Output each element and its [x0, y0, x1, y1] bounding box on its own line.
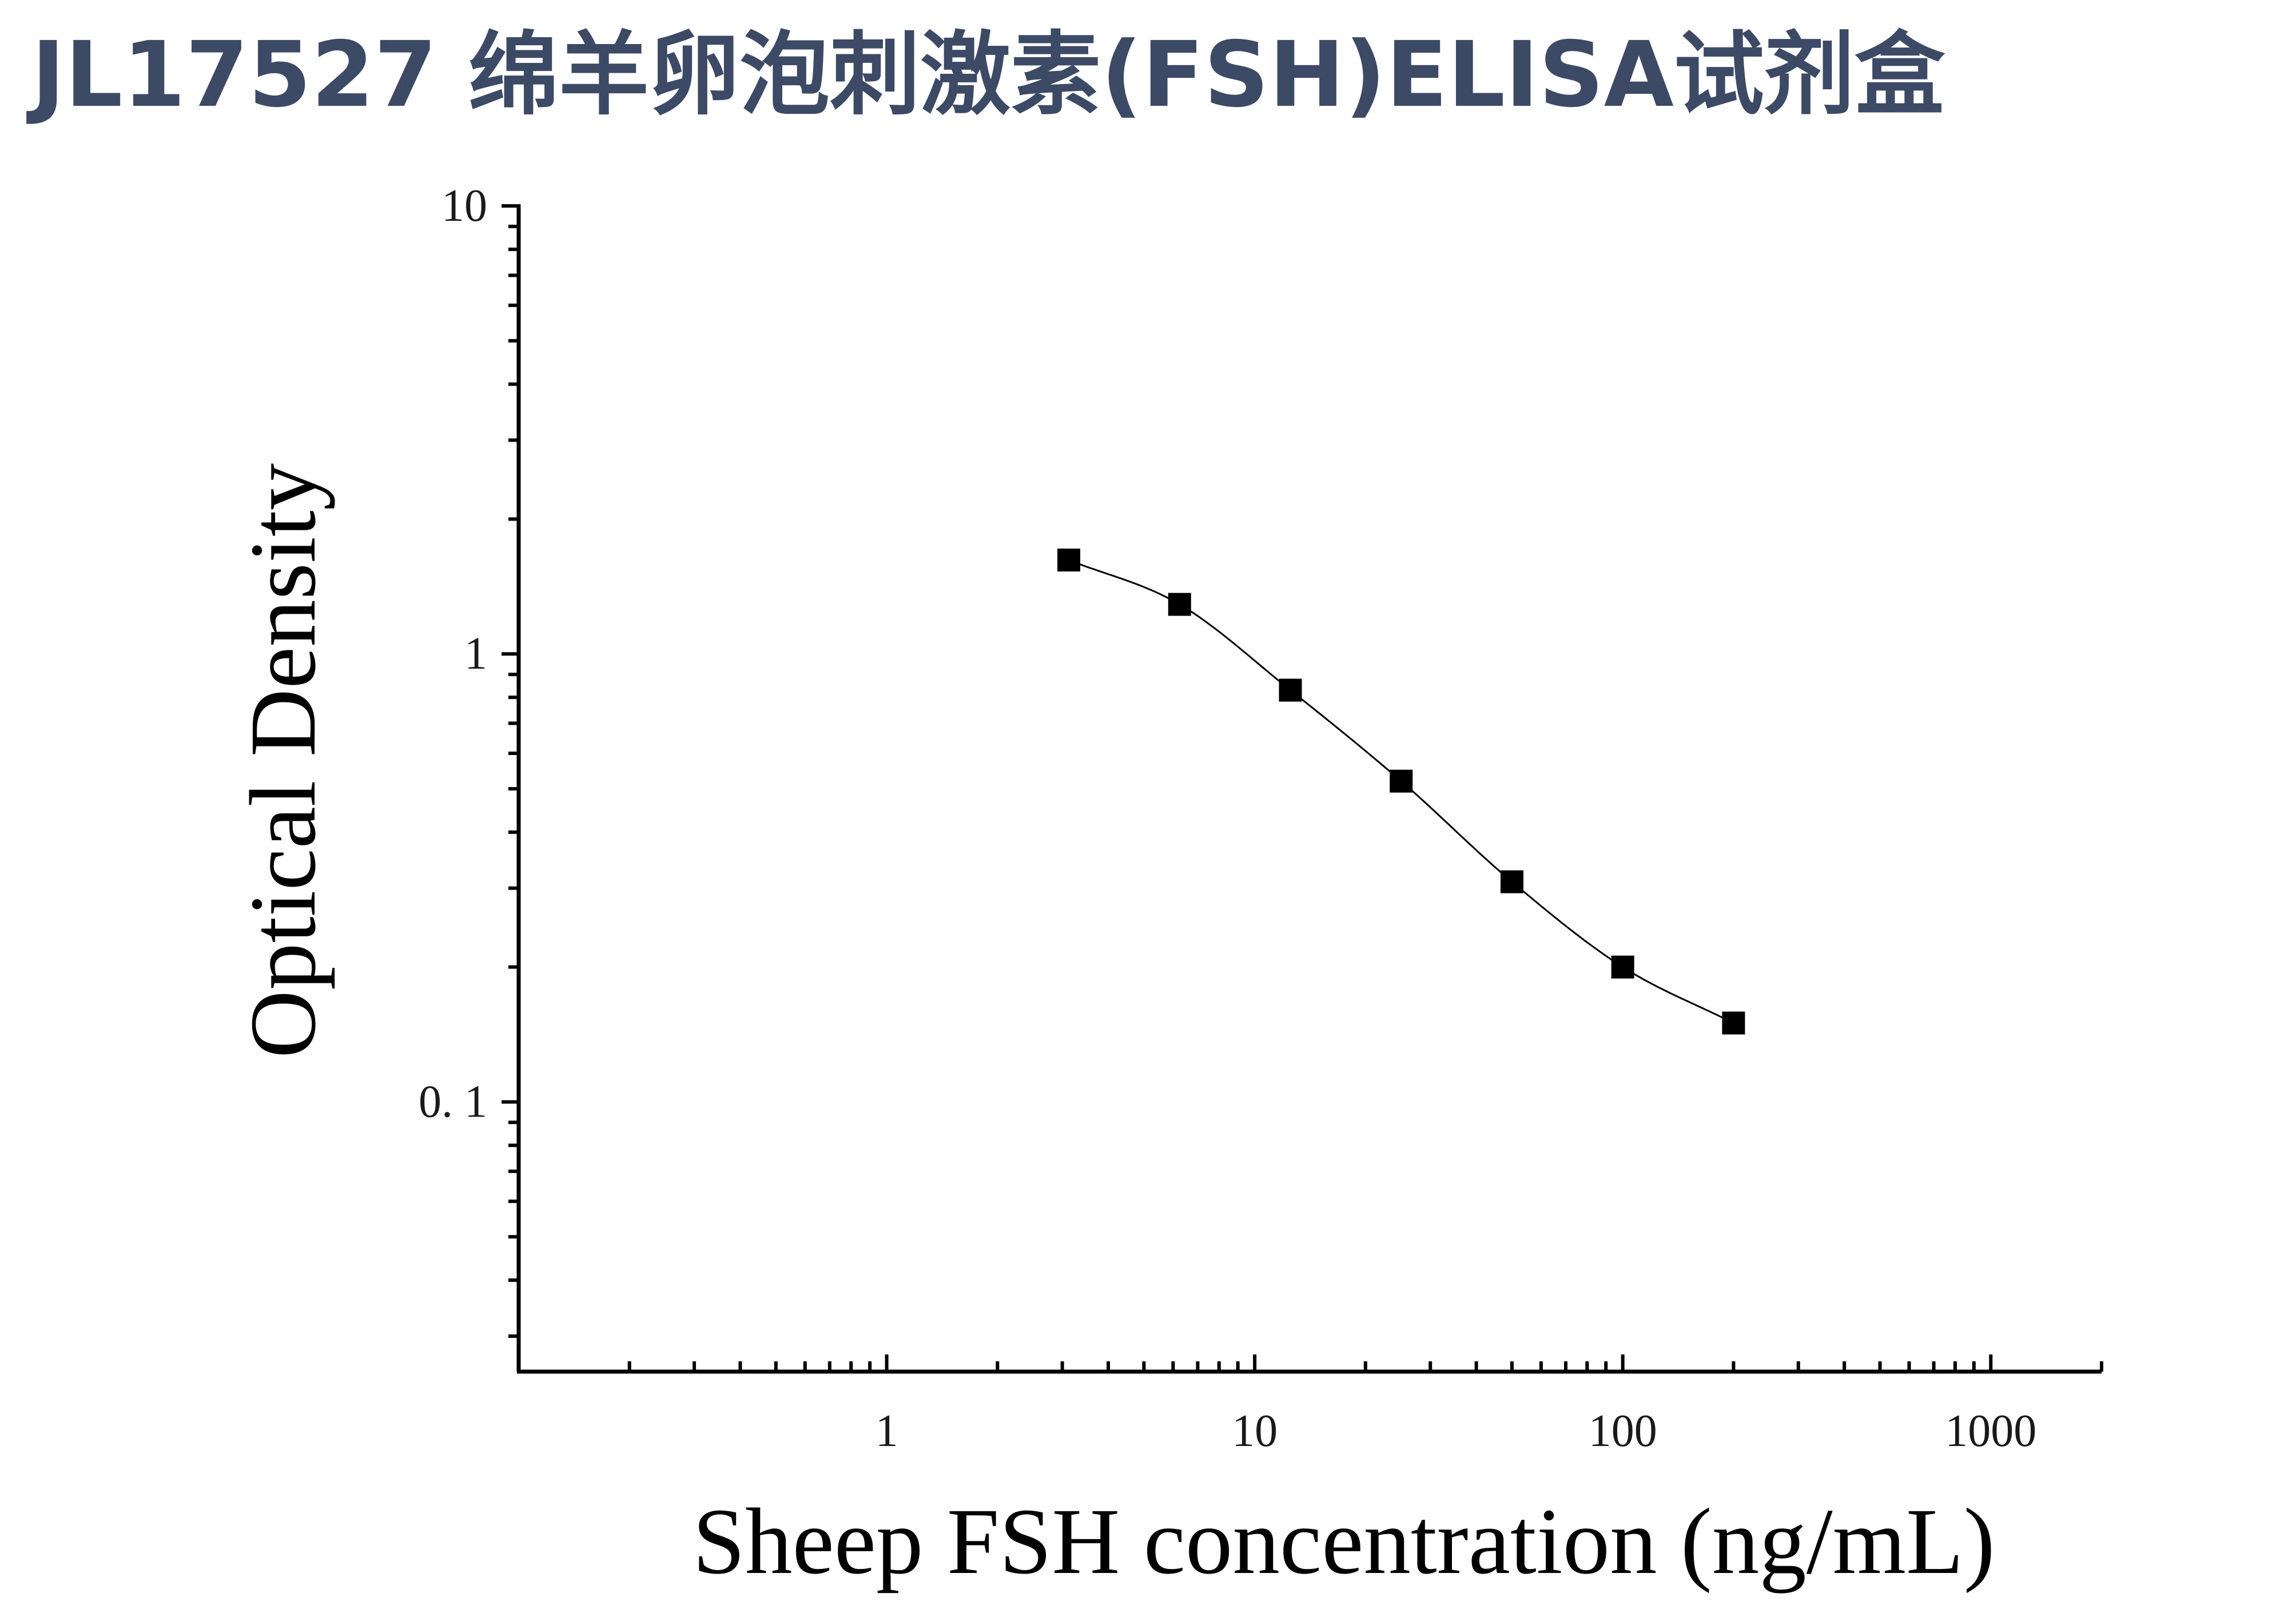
x-tick-label: 100	[1589, 1406, 1657, 1456]
data-point	[1057, 549, 1081, 572]
axes: 10 1 0. 1 1 10 100 1000	[419, 181, 2103, 1456]
data-point	[1168, 593, 1191, 616]
data-points	[1057, 549, 1745, 1035]
data-point	[1390, 769, 1413, 793]
x-axis-title: Sheep FSH concentration (ng/mL)	[693, 1489, 1995, 1594]
y-tick-label: 10	[441, 181, 487, 231]
y-axis-title: Optical Density	[230, 463, 335, 1058]
y-tick-label: 1	[464, 629, 487, 679]
data-point	[1279, 678, 1302, 702]
x-tick-label: 10	[1232, 1406, 1278, 1456]
axis-labels: Sheep FSH concentration (ng/mL) Optical …	[230, 463, 1995, 1594]
y-tick-label: 0. 1	[419, 1076, 487, 1127]
data-point	[1611, 955, 1634, 979]
page-title: JL17527 绵羊卵泡刺激素(FSH)ELISA试剂盒	[31, 22, 1945, 128]
x-tick-label: 1	[876, 1406, 898, 1456]
data-point	[1722, 1011, 1745, 1035]
x-tick-label: 1000	[1945, 1406, 2036, 1456]
data-point	[1500, 870, 1523, 893]
